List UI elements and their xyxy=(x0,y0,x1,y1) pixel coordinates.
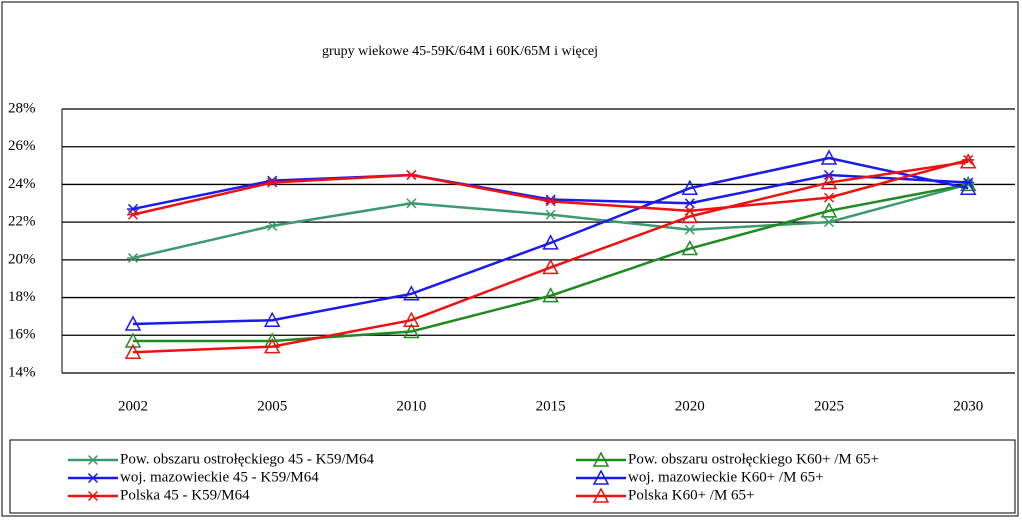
y-tick-label: 26% xyxy=(8,138,36,154)
y-tick-label: 16% xyxy=(8,327,36,343)
star-marker xyxy=(823,192,835,203)
triangle-marker xyxy=(542,234,559,250)
legend-label: Pow. obszaru ostrołęckiego K60+ /M 65+ xyxy=(628,451,879,467)
legend-box xyxy=(9,439,1016,514)
triangle-marker xyxy=(403,322,420,339)
triangle-marker xyxy=(959,179,977,195)
star-marker xyxy=(87,490,99,502)
y-tick-label: 20% xyxy=(8,251,36,267)
star-marker xyxy=(683,224,696,235)
triangle-marker xyxy=(592,451,610,467)
triangle-marker xyxy=(820,173,838,190)
triangle-marker xyxy=(681,179,699,195)
y-tick-label: 22% xyxy=(8,214,36,230)
star-marker xyxy=(87,454,99,466)
series-line xyxy=(132,160,969,354)
triangle-marker xyxy=(681,239,699,256)
triangle-marker xyxy=(124,315,142,331)
legend-label: woj. mazowieckie K60+ /M 65+ xyxy=(628,469,824,485)
legend-label: Polska K60+ /M 65+ xyxy=(628,487,755,503)
y-tick-label: 24% xyxy=(8,176,36,192)
star-marker xyxy=(266,220,279,231)
star-marker xyxy=(544,209,557,220)
legend-label: Polska 45 - K59/M64 xyxy=(120,487,250,503)
triangle-marker xyxy=(959,153,977,169)
x-tick-label: 2002 xyxy=(118,398,148,414)
star-marker xyxy=(683,198,696,209)
x-tick-label: 2030 xyxy=(953,398,983,414)
triangle-marker xyxy=(681,207,699,224)
triangle-marker xyxy=(403,285,420,301)
x-tick-label: 2015 xyxy=(536,398,566,414)
star-marker xyxy=(266,177,279,188)
triangle-marker xyxy=(820,149,838,165)
star-marker xyxy=(405,198,418,209)
star-marker xyxy=(127,209,139,220)
triangle-marker xyxy=(959,175,977,192)
star-marker xyxy=(127,252,139,264)
triangle-marker xyxy=(592,469,610,485)
x-tick-label: 2020 xyxy=(675,398,705,414)
triangle-marker xyxy=(263,311,281,327)
triangle-marker xyxy=(592,487,610,503)
star-marker xyxy=(544,196,557,207)
triangle-marker xyxy=(124,332,142,348)
triangle-marker xyxy=(124,343,142,360)
legend-label: Pow. obszaru ostrołęckiego 45 - K59/M64 xyxy=(120,451,374,467)
x-tick-label: 2010 xyxy=(396,398,426,414)
y-tick-label: 18% xyxy=(8,289,36,305)
y-tick-label: 14% xyxy=(8,364,36,380)
triangle-marker xyxy=(403,311,420,327)
triangle-marker xyxy=(263,338,281,354)
triangle-marker xyxy=(542,287,559,303)
series-line xyxy=(132,156,969,326)
y-tick-label: 28% xyxy=(8,100,36,116)
triangle-marker xyxy=(820,202,838,218)
star-marker xyxy=(823,217,835,228)
x-tick-label: 2005 xyxy=(257,398,287,414)
chart-title: grupy wiekowe 45-59K/64M i 60K/65M i wię… xyxy=(322,44,598,59)
legend-label: woj. mazowieckie 45 - K59/M64 xyxy=(120,469,319,485)
star-marker xyxy=(405,169,418,181)
star-marker xyxy=(87,472,99,484)
x-tick-label: 2025 xyxy=(814,398,844,414)
triangle-marker xyxy=(542,258,559,275)
